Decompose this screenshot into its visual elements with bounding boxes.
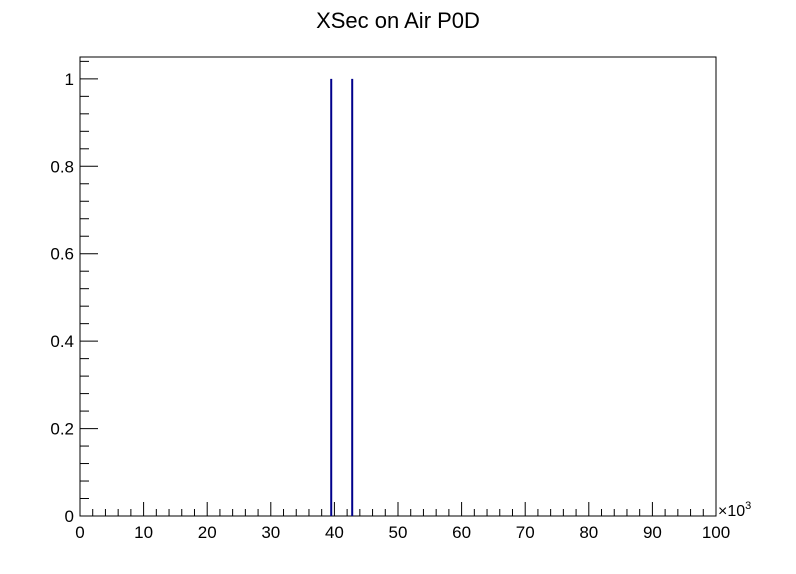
x-tick-label: 80 [579,523,598,542]
x-tick-label: 70 [516,523,535,542]
x-axis-scale-base: ×10 [718,503,745,520]
x-tick-label: 30 [261,523,280,542]
y-tick-label: 0 [65,507,74,526]
y-tick-label: 0.2 [50,420,74,439]
x-tick-label: 60 [452,523,471,542]
x-tick-label: 0 [75,523,84,542]
x-tick-label: 20 [198,523,217,542]
x-tick-label: 90 [643,523,662,542]
x-axis: 0 10 20 30 40 50 60 70 80 90 100 [75,502,730,542]
y-tick-label: 0.4 [50,332,74,351]
plot-frame [79,56,717,517]
series [330,78,354,516]
y-tick-label: 0.6 [50,245,74,264]
x-axis-scale-label: ×103 [718,500,751,520]
x-tick-label: 10 [134,523,153,542]
x-tick-label: 50 [389,523,408,542]
x-tick-label: 100 [702,523,730,542]
y-axis: 0 0.2 0.4 0.6 0.8 1 [50,60,98,526]
x-axis-scale-exponent: 3 [745,500,751,512]
y-tick-label: 0.8 [50,157,74,176]
chart-title: XSec on Air P0D [316,8,480,33]
x-tick-label: 40 [325,523,344,542]
y-tick-label: 1 [65,70,74,89]
